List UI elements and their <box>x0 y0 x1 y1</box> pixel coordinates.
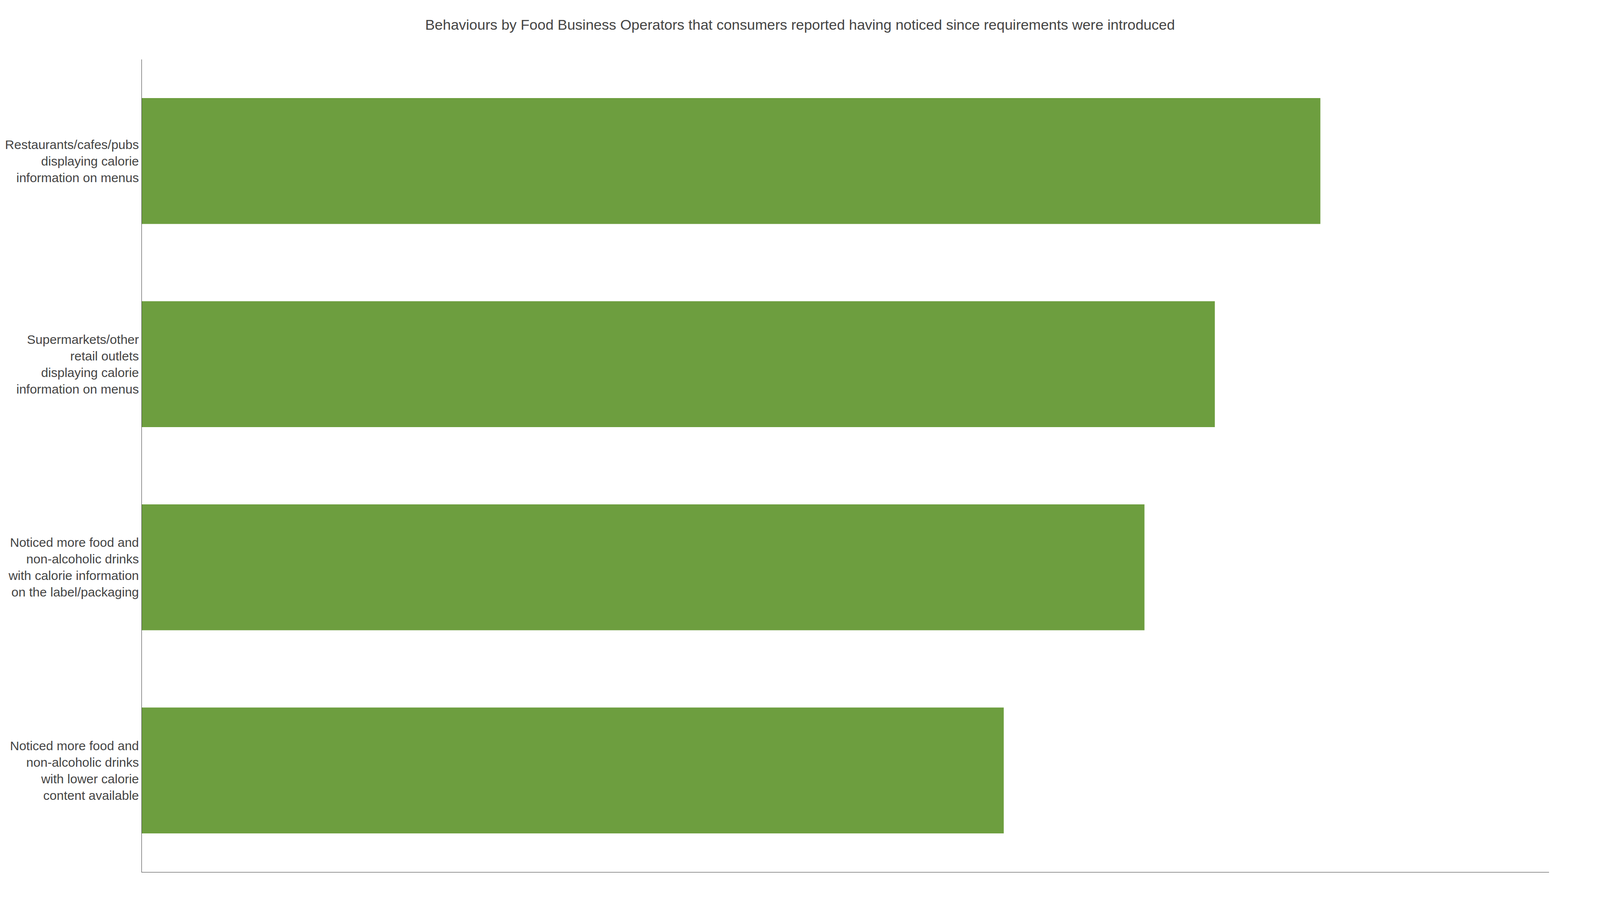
svg-text:Noticed more food andnon-alcoh: Noticed more food andnon-alcoholic drink… <box>8 535 139 600</box>
svg-text:Supermarkets/otherretail outle: Supermarkets/otherretail outletsdisplayi… <box>16 332 140 397</box>
svg-text:Behaviours by Food Business Op: Behaviours by Food Business Operators th… <box>425 16 1175 33</box>
svg-text:Restaurants/cafes/pubsdisplayi: Restaurants/cafes/pubsdisplaying calorie… <box>5 137 139 185</box>
svg-text:Noticed more food andnon-alcoh: Noticed more food andnon-alcoholic drink… <box>9 739 139 803</box>
